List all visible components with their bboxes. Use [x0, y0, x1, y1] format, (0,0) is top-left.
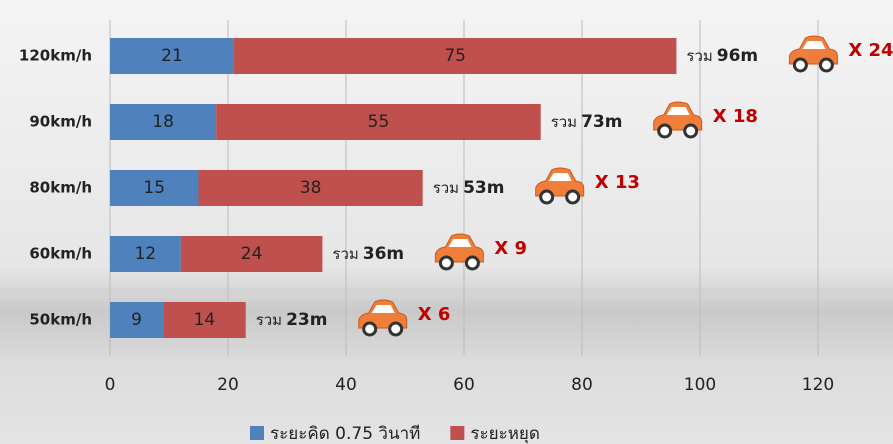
multiplier-label: X 24: [848, 40, 893, 61]
y-tick-label: 50km/h: [29, 311, 92, 329]
car-wheel: [820, 59, 832, 71]
car-wheel: [466, 257, 478, 269]
car-wheel: [567, 191, 579, 203]
car-wheel: [794, 59, 806, 71]
total-prefix: รวม: [433, 179, 459, 197]
x-tick-label: 100: [684, 375, 716, 395]
car-wheel: [685, 125, 697, 137]
x-tick-label: 0: [105, 375, 116, 395]
car-wheel: [440, 257, 452, 269]
value-label: 21: [161, 46, 183, 66]
total-value: 73m: [581, 112, 622, 132]
legend-swatch: [450, 426, 464, 440]
x-tick-label: 80: [571, 375, 593, 395]
x-tick-label: 20: [217, 375, 239, 395]
y-tick-label: 60km/h: [29, 245, 92, 263]
car-wheel: [541, 191, 553, 203]
car-wheel: [659, 125, 671, 137]
value-label: 9: [131, 310, 142, 330]
total-prefix: รวม: [551, 113, 577, 131]
car-wheel: [390, 323, 402, 335]
value-label: 18: [152, 112, 174, 132]
multiplier-label: X 18: [713, 106, 758, 127]
total-value: 53m: [463, 178, 504, 198]
total-prefix: รวม: [332, 245, 358, 263]
value-label: 12: [135, 244, 157, 264]
road-stripe: [0, 288, 893, 298]
value-label: 55: [368, 112, 390, 132]
y-tick-label: 90km/h: [29, 113, 92, 131]
value-label: 15: [143, 178, 165, 198]
car-wheel: [364, 323, 376, 335]
total-value: 36m: [363, 244, 404, 264]
value-label: 75: [444, 46, 466, 66]
multiplier-label: X 6: [418, 304, 451, 325]
x-tick-label: 40: [335, 375, 357, 395]
total-prefix: รวม: [256, 311, 282, 329]
chart: 0 20 40 60 80 100 120 120km/h 21 75 รวม 96m X 24 90km…: [0, 0, 893, 444]
value-label: 14: [194, 310, 216, 330]
value-label: 24: [241, 244, 263, 264]
legend-swatch: [250, 426, 264, 440]
legend-label: ระยะคิด 0.75 วินาที: [270, 424, 420, 444]
value-label: 38: [300, 178, 322, 198]
x-tick-label: 60: [453, 375, 475, 395]
total-value: 23m: [286, 310, 327, 330]
total-label: รวม 96m: [686, 46, 758, 66]
multiplier-label: X 9: [494, 238, 527, 259]
y-tick-label: 120km/h: [19, 47, 92, 65]
y-tick-label: 80km/h: [29, 179, 92, 197]
multiplier-label: X 13: [595, 172, 640, 193]
total-prefix: รวม: [686, 47, 712, 65]
total-label: รวม 36m: [332, 244, 404, 264]
x-tick-label: 120: [802, 375, 834, 395]
total-value: 96m: [717, 46, 758, 66]
legend-label: ระยะหยุด: [470, 424, 540, 444]
